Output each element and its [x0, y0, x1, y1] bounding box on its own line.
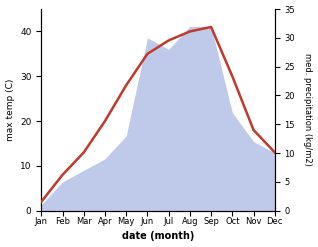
Y-axis label: max temp (C): max temp (C) [5, 79, 15, 141]
Y-axis label: med. precipitation (kg/m2): med. precipitation (kg/m2) [303, 53, 313, 166]
X-axis label: date (month): date (month) [122, 231, 194, 242]
